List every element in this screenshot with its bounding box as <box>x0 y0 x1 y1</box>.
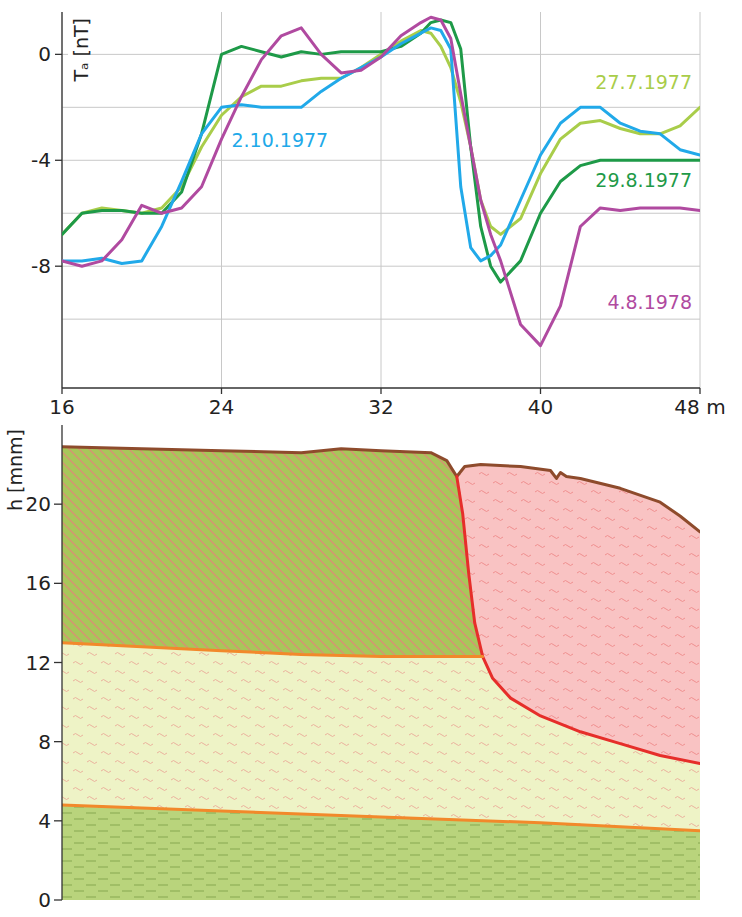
layer-area <box>62 805 700 900</box>
boundary-line <box>457 476 700 763</box>
y-tick <box>55 54 62 55</box>
section-area <box>62 447 700 900</box>
x-tick-label: 40 <box>528 395 553 419</box>
y-tick-label: 0 <box>38 42 51 66</box>
y-tick <box>54 741 62 742</box>
y-tick-label: 4 <box>38 809 51 833</box>
panel-top: -8 -4 0 16 24 32 40 48 m 27.7.1977 29.8.1977 2.10.… <box>31 12 726 419</box>
y-tick-label: -4 <box>31 148 51 172</box>
series-line <box>62 17 700 345</box>
x-tick-label: 32 <box>368 395 393 419</box>
y-tick <box>55 266 62 267</box>
series-line <box>62 20 700 282</box>
grid-line <box>700 12 701 388</box>
grid-line <box>62 107 700 108</box>
layer-texture <box>62 643 700 831</box>
x-tick <box>380 388 381 394</box>
boundary-line <box>62 643 483 657</box>
layer-texture <box>62 805 700 900</box>
grid-line <box>62 319 700 320</box>
y-tick-label: -8 <box>31 254 51 278</box>
grid-line <box>381 12 382 388</box>
grid-line <box>62 266 700 267</box>
boundary-line <box>62 447 700 532</box>
boundary-line <box>62 805 700 831</box>
y-tick-label: 20 <box>26 492 51 516</box>
series-line <box>62 28 700 264</box>
y-axis-label: h [mnm] <box>4 429 26 511</box>
layer-area <box>62 643 700 831</box>
x-tick-label: 48 m <box>674 395 725 419</box>
plot-area <box>62 17 700 345</box>
x-tick-label: 16 <box>49 395 74 419</box>
grid-line <box>540 12 541 388</box>
y-tick-label: 12 <box>26 651 51 675</box>
x-tick <box>699 388 700 394</box>
series-label: 29.8.1977 <box>595 169 692 191</box>
panel-bottom: 0 4 8 12 16 20h [mnm] <box>4 425 700 912</box>
figure: -8-401624324048 m27.7.197729.8.19772.10.… <box>0 0 742 917</box>
x-tick <box>61 388 62 394</box>
y-tick <box>54 662 62 663</box>
y-tick <box>54 583 62 584</box>
series-line <box>62 31 700 235</box>
grid-line <box>221 12 222 388</box>
grid-line <box>62 12 63 388</box>
layer-texture <box>62 447 483 657</box>
layer-area <box>62 447 483 657</box>
x-tick <box>540 388 541 394</box>
y-axis-label: Tₐ [nT] <box>70 18 92 83</box>
y-tick <box>54 820 62 821</box>
y-tick-label: 8 <box>38 730 51 754</box>
y-tick <box>55 160 62 161</box>
y-tick <box>54 504 62 505</box>
x-tick-label: 24 <box>209 395 234 419</box>
y-tick <box>54 899 62 900</box>
series-label: 27.7.1977 <box>595 71 692 93</box>
series-label: 2.10.1977 <box>231 129 328 151</box>
y-tick-label: 0 <box>38 888 51 912</box>
y-tick-label: 16 <box>26 571 51 595</box>
series-label: 4.8.1978 <box>607 291 692 313</box>
y-axis-line <box>61 12 62 388</box>
x-tick <box>221 388 222 394</box>
